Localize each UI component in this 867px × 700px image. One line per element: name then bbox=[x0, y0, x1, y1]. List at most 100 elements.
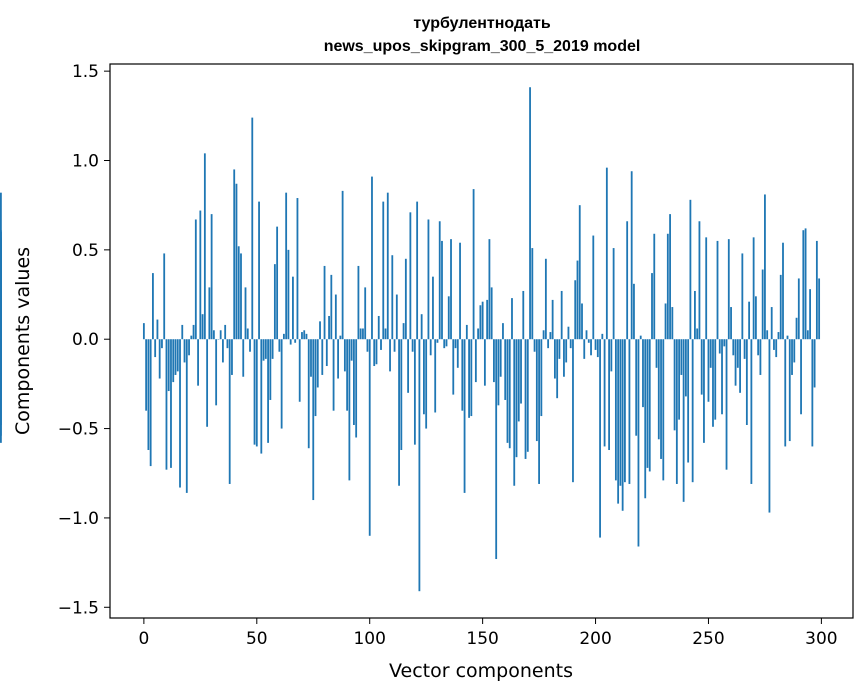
bar-184 bbox=[559, 339, 561, 359]
bar-160 bbox=[504, 339, 506, 400]
bar-158 bbox=[500, 339, 502, 377]
bar-103 bbox=[376, 339, 378, 364]
bar-272 bbox=[757, 339, 759, 355]
bar-70 bbox=[301, 332, 303, 339]
bar-176 bbox=[540, 339, 542, 416]
bar-5 bbox=[154, 339, 156, 357]
bar-197 bbox=[588, 339, 590, 343]
bar-61 bbox=[281, 339, 283, 428]
bar-286 bbox=[789, 339, 791, 441]
bar-185 bbox=[561, 291, 563, 339]
bar-0 bbox=[143, 323, 145, 339]
bar-64 bbox=[288, 250, 290, 339]
bar-206 bbox=[608, 339, 610, 450]
bar-243 bbox=[692, 339, 694, 482]
bar-213 bbox=[624, 339, 626, 482]
bar-115 bbox=[403, 323, 405, 339]
bar-14 bbox=[175, 339, 177, 375]
bar-16 bbox=[179, 339, 181, 487]
bar-247 bbox=[701, 339, 703, 394]
bar-2 bbox=[147, 339, 149, 450]
bar-250 bbox=[708, 339, 710, 402]
bar-48 bbox=[251, 118, 253, 340]
bar-262 bbox=[735, 339, 737, 385]
bar-136 bbox=[450, 239, 452, 339]
bar-271 bbox=[755, 296, 757, 339]
bar-157 bbox=[498, 339, 500, 405]
bar-118 bbox=[409, 212, 411, 339]
bar-110 bbox=[391, 255, 393, 339]
bar-251 bbox=[710, 339, 712, 368]
bar-128 bbox=[432, 277, 434, 340]
bar-257 bbox=[723, 339, 725, 346]
bar-6 bbox=[157, 320, 159, 340]
bar-1 bbox=[145, 339, 147, 410]
bar-177 bbox=[543, 330, 545, 339]
bar-161 bbox=[507, 339, 509, 443]
bar-91 bbox=[348, 339, 350, 480]
y-tick-label: −1.5 bbox=[58, 598, 99, 618]
bar-162 bbox=[509, 339, 511, 448]
bar-156 bbox=[495, 339, 497, 559]
bar-85 bbox=[335, 295, 337, 340]
bar-119 bbox=[412, 339, 414, 352]
bar-244 bbox=[694, 291, 696, 339]
bar-39 bbox=[231, 339, 233, 375]
bar-148 bbox=[477, 328, 479, 339]
bar-111 bbox=[394, 339, 396, 352]
bar-290 bbox=[798, 278, 800, 339]
bar-229 bbox=[660, 339, 662, 459]
bar-144 bbox=[468, 339, 470, 418]
bar-90 bbox=[346, 339, 348, 410]
bar-167 bbox=[520, 339, 522, 403]
bar-24 bbox=[197, 339, 199, 385]
bar-21 bbox=[190, 336, 192, 340]
y-tick-label: 1.0 bbox=[72, 152, 99, 172]
bar-63 bbox=[285, 193, 287, 340]
bar-101 bbox=[371, 177, 373, 340]
bar-276 bbox=[766, 330, 768, 339]
bar-196 bbox=[586, 330, 588, 339]
y-axis-ticks: −1.5−1.0−0.50.00.51.01.5 bbox=[58, 62, 110, 618]
bar-141 bbox=[461, 339, 463, 410]
bar-146 bbox=[473, 189, 475, 339]
bar-223 bbox=[647, 339, 649, 468]
bar-256 bbox=[721, 339, 723, 414]
bar-163 bbox=[511, 298, 513, 339]
bar-209 bbox=[615, 339, 617, 480]
bar-55 bbox=[267, 339, 269, 443]
bar-171 bbox=[529, 87, 531, 339]
bar-239 bbox=[683, 339, 685, 502]
bar-238 bbox=[680, 339, 682, 375]
x-tick-label: 0 bbox=[138, 629, 149, 649]
bar-23 bbox=[195, 219, 197, 339]
bar-246 bbox=[699, 221, 701, 339]
bar-201 bbox=[597, 339, 599, 357]
bar-54 bbox=[265, 339, 267, 359]
x-tick-label: 50 bbox=[246, 629, 268, 649]
bar-126 bbox=[428, 219, 430, 339]
bar-19 bbox=[186, 339, 188, 493]
bar-28 bbox=[206, 339, 208, 427]
bar-49 bbox=[254, 339, 256, 444]
bar-165 bbox=[516, 339, 518, 457]
bar-221 bbox=[642, 339, 644, 407]
bar-7 bbox=[159, 339, 161, 378]
bar-62 bbox=[283, 334, 285, 339]
bar-92 bbox=[351, 339, 353, 360]
x-tick-label: 250 bbox=[692, 629, 724, 649]
bar-217 bbox=[633, 284, 635, 339]
bar-187 bbox=[565, 339, 567, 362]
bar-65 bbox=[290, 339, 292, 344]
bar-294 bbox=[807, 330, 809, 339]
bar-267 bbox=[746, 339, 748, 425]
bar-109 bbox=[389, 339, 391, 371]
bar-227 bbox=[656, 339, 658, 368]
bar-273 bbox=[760, 339, 762, 375]
bar-287 bbox=[791, 339, 793, 375]
bar-236 bbox=[676, 339, 678, 484]
bar-51 bbox=[258, 202, 260, 340]
bar-230 bbox=[662, 339, 664, 480]
